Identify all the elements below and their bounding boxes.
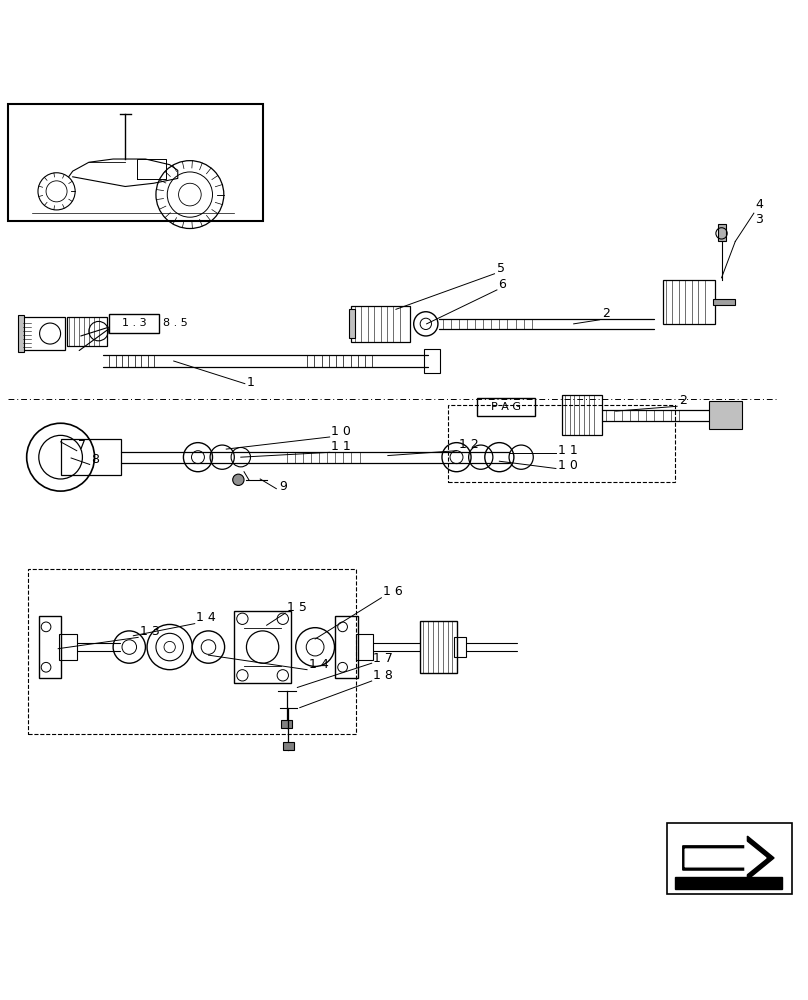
Text: 1 1: 1 1 bbox=[331, 440, 351, 453]
Bar bbox=[18, 315, 24, 352]
Bar bbox=[448, 405, 675, 482]
Text: 1 2: 1 2 bbox=[459, 438, 478, 451]
Text: 2: 2 bbox=[602, 307, 610, 320]
Text: 4: 4 bbox=[755, 198, 764, 211]
Text: 5: 5 bbox=[497, 262, 505, 275]
Bar bbox=[39, 616, 61, 678]
Text: 9: 9 bbox=[279, 480, 287, 493]
Text: 1 8: 1 8 bbox=[373, 669, 393, 682]
Text: 1 . 3: 1 . 3 bbox=[122, 318, 146, 328]
Text: 1 5: 1 5 bbox=[287, 601, 307, 614]
Bar bbox=[454, 637, 466, 657]
Bar bbox=[420, 621, 457, 673]
Bar bbox=[234, 611, 291, 683]
Text: 1 6: 1 6 bbox=[383, 585, 402, 598]
Bar bbox=[424, 349, 440, 373]
Text: 2: 2 bbox=[679, 394, 687, 407]
Bar bbox=[349, 309, 355, 338]
Bar bbox=[28, 569, 356, 734]
Bar bbox=[351, 306, 410, 342]
Bar bbox=[356, 634, 373, 660]
Text: 1 1: 1 1 bbox=[558, 444, 577, 457]
Bar bbox=[283, 742, 294, 750]
Bar bbox=[109, 314, 159, 333]
Text: 1 0: 1 0 bbox=[558, 459, 578, 472]
Text: 8: 8 bbox=[91, 453, 99, 466]
Text: 1 3: 1 3 bbox=[140, 625, 159, 638]
Bar bbox=[67, 317, 107, 346]
Bar bbox=[8, 104, 263, 221]
Circle shape bbox=[233, 474, 244, 485]
Polygon shape bbox=[683, 836, 774, 880]
Text: P A G: P A G bbox=[490, 402, 521, 412]
Bar bbox=[281, 720, 292, 728]
Bar bbox=[61, 439, 121, 475]
Text: 1: 1 bbox=[246, 376, 255, 389]
Text: 1 7: 1 7 bbox=[373, 652, 393, 665]
Polygon shape bbox=[675, 877, 782, 889]
Text: 1 4: 1 4 bbox=[196, 611, 216, 624]
Bar bbox=[562, 395, 602, 435]
Text: 6: 6 bbox=[499, 278, 507, 291]
Bar bbox=[709, 401, 742, 429]
Bar bbox=[718, 224, 726, 241]
Text: 1 0: 1 0 bbox=[331, 425, 351, 438]
Text: 7: 7 bbox=[78, 439, 86, 452]
Bar bbox=[335, 616, 358, 678]
Bar bbox=[667, 823, 792, 894]
Bar bbox=[20, 317, 65, 350]
Bar bbox=[713, 299, 735, 305]
Bar bbox=[477, 398, 535, 416]
Text: 8 . 5: 8 . 5 bbox=[163, 318, 188, 328]
Bar bbox=[663, 280, 715, 324]
Polygon shape bbox=[685, 841, 766, 875]
Bar bbox=[59, 634, 77, 660]
Text: 3: 3 bbox=[755, 213, 764, 226]
Text: 1 4: 1 4 bbox=[309, 658, 328, 671]
